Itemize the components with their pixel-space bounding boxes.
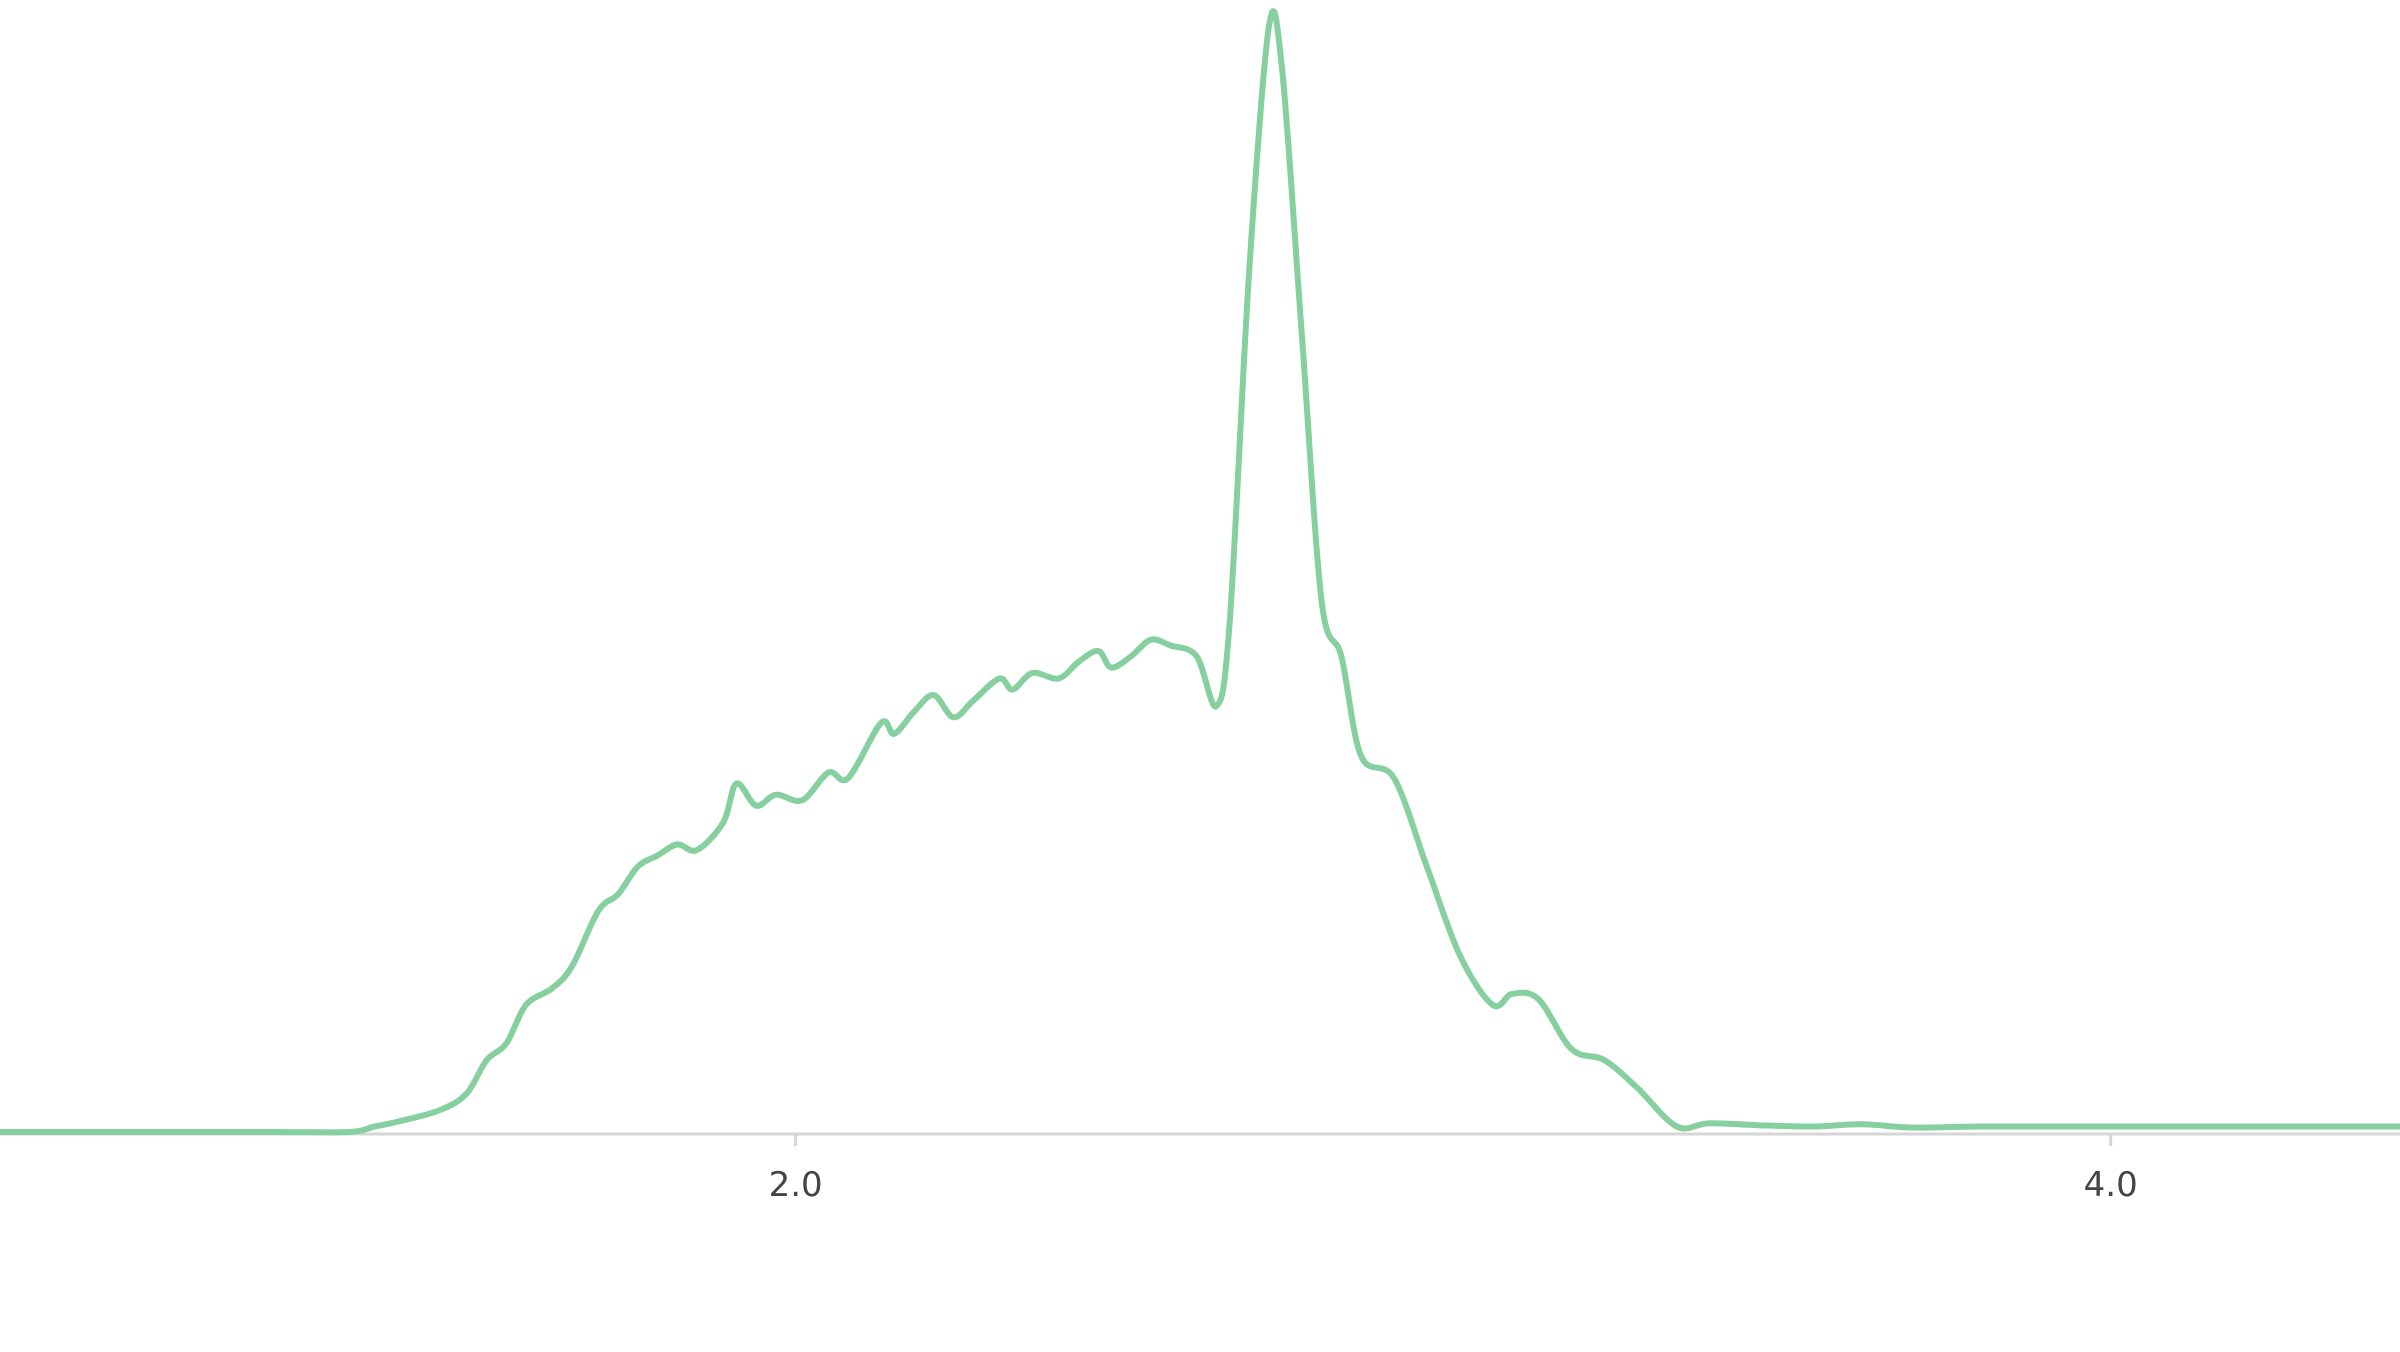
density-line (0, 8, 2400, 1136)
x-tick-label: 2.0 (769, 1165, 823, 1205)
x-axis-ticks: 2.0 4.0 (769, 1134, 2138, 1205)
x-tick-label: 4.0 (2084, 1165, 2138, 1205)
